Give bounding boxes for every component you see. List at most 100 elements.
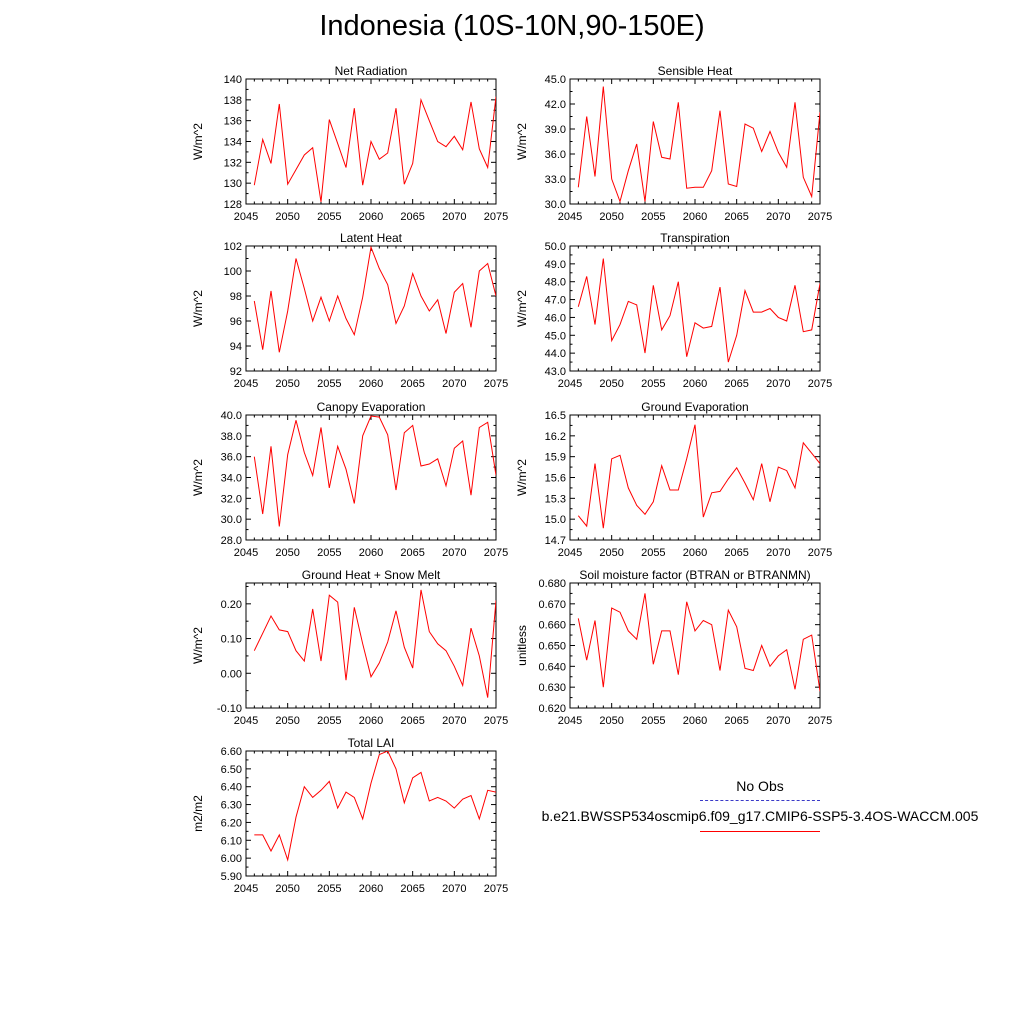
series-line [577,86,820,204]
y-tick-label: 92 [230,366,242,378]
y-tick-label: 94 [230,341,242,353]
y-tick-label: 15.0 [545,514,566,526]
y-tick-label: 140 [224,74,242,86]
y-axis-label: unitless [515,625,529,666]
y-tick-label: 6.00 [221,853,242,865]
legend-obs-label: No Obs [736,778,784,794]
x-tick-label: 2045 [234,211,258,223]
x-tick-label: 2065 [400,883,424,895]
x-tick-label: 2075 [484,378,508,390]
legend-model-line [700,831,820,832]
y-tick-label: 6.50 [221,764,242,776]
x-tick-label: 2060 [359,715,383,727]
y-tick-label: 0.630 [538,682,566,694]
x-tick-label: 2060 [683,211,707,223]
x-tick-label: 2055 [641,378,665,390]
x-tick-label: 2050 [599,715,623,727]
y-tick-label: 33.0 [545,174,566,186]
x-tick-label: 2050 [275,883,299,895]
y-tick-label: 16.2 [545,431,566,443]
y-tick-label: 132 [224,157,242,169]
plot-frame [245,582,497,709]
figure-title: Indonesia (10S-10N,90-150E) [319,10,705,42]
y-axis-label: W/m^2 [191,290,205,327]
x-tick-label: 2050 [275,378,299,390]
panel-0: 2045 2050 2055 2060 2065 2070 2075 128 130 132 134… [191,64,508,223]
y-tick-label: 0.20 [221,599,242,611]
x-tick-label: 2075 [808,211,832,223]
x-tick-label: 2055 [317,378,341,390]
x-tick-label: 2045 [558,547,582,559]
y-tick-label: 38.0 [221,431,242,443]
series-line [577,258,820,363]
panel-3: 2045 2050 2055 2060 2065 2070 2075 43.0 44.0 45.0… [515,231,832,390]
x-tick-label: 2060 [683,547,707,559]
y-tick-label: 0.650 [538,641,566,653]
y-tick-label: 0.680 [538,578,566,590]
y-tick-label: 6.20 [221,817,242,829]
y-tick-label: 16.5 [545,410,566,422]
x-tick-label: 2065 [724,378,748,390]
y-tick-label: 15.3 [545,493,566,505]
y-tick-label: 6.10 [221,835,242,847]
x-tick-label: 2045 [234,378,258,390]
y-axis-label: W/m^2 [191,627,205,664]
y-tick-label: 96 [230,316,242,328]
y-axis-label: m2/m2 [191,795,205,832]
x-tick-label: 2070 [766,715,790,727]
y-tick-label: 6.40 [221,782,242,794]
y-tick-label: 128 [224,199,242,211]
x-tick-label: 2070 [442,547,466,559]
x-tick-label: 2050 [599,378,623,390]
panel-2: 2045 2050 2055 2060 2065 2070 2075 92 94 96 98 100 1… [191,231,508,390]
x-tick-label: 2055 [317,715,341,727]
y-tick-label: 98 [230,291,242,303]
legend-obs-line [700,800,820,801]
x-tick-label: 2070 [766,378,790,390]
plot-frame [569,78,821,205]
x-tick-label: 2075 [808,378,832,390]
panel-title: Canopy Evaporation [317,400,426,414]
x-tick-label: 2050 [275,211,299,223]
y-tick-label: 50.0 [545,241,566,253]
x-tick-label: 2060 [683,715,707,727]
y-tick-label: 6.60 [221,746,242,758]
y-tick-label: 0.660 [538,620,566,632]
x-tick-label: 2060 [359,211,383,223]
x-tick-label: 2075 [484,715,508,727]
y-tick-label: 43.0 [545,366,566,378]
panel-7: 2045 2050 2055 2060 2065 2070 2075 0.620 0.630 0.… [515,568,832,727]
plot-frame [245,414,497,541]
x-tick-label: 2045 [234,883,258,895]
y-axis-label: W/m^2 [515,123,529,160]
x-tick-label: 2050 [275,547,299,559]
panel-title: Latent Heat [340,231,403,245]
y-tick-label: 48.0 [545,277,566,289]
x-tick-label: 2060 [683,378,707,390]
plot-frame [245,245,497,372]
y-tick-label: 14.7 [545,535,566,547]
y-tick-label: 44.0 [545,348,566,360]
x-tick-label: 2075 [808,715,832,727]
x-tick-label: 2045 [558,715,582,727]
legend-model-label: b.e21.BWSSP534oscmip6.f09_g17.CMIP6-SSP5… [541,808,979,824]
x-tick-label: 2060 [359,547,383,559]
panel-1: 2045 2050 2055 2060 2065 2070 2075 30.0 33.0 36.0… [515,64,832,223]
y-tick-label: 134 [224,137,242,149]
series-line [253,96,496,202]
y-tick-label: 45.0 [545,330,566,342]
x-tick-label: 2075 [484,547,508,559]
x-tick-label: 2065 [400,715,424,727]
x-tick-label: 2055 [317,547,341,559]
x-tick-label: 2065 [400,378,424,390]
x-tick-label: 2075 [484,883,508,895]
y-tick-label: 0.640 [538,661,566,673]
y-axis-label: W/m^2 [191,123,205,160]
y-tick-label: 34.0 [221,473,242,485]
y-tick-label: 46.0 [545,312,566,324]
x-tick-label: 2070 [442,715,466,727]
x-tick-label: 2050 [275,715,299,727]
y-tick-label: 40.0 [221,410,242,422]
y-tick-label: 32.0 [221,493,242,505]
panel-title: Transpiration [660,231,730,245]
